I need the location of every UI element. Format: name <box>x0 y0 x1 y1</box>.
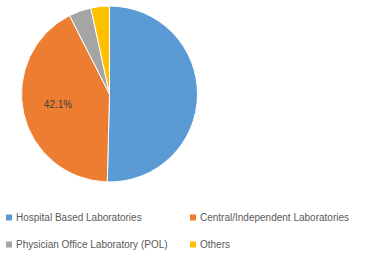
chart: 42.1% Hospital Based Laboratories Central/… <box>0 0 369 257</box>
legend-swatch <box>6 215 12 221</box>
legend-swatch <box>6 242 12 248</box>
legend-label: Central/Independent Laboratories <box>200 212 349 223</box>
pie <box>21 6 197 182</box>
legend-item: Physician Office Laboratory (POL) <box>6 239 168 250</box>
legend-item: Central/Independent Laboratories <box>190 212 349 223</box>
data-labels: 42.1% <box>44 99 72 110</box>
pie-slice <box>107 6 197 182</box>
legend-swatch <box>190 215 196 221</box>
pie-slice <box>91 6 110 94</box>
legend: Hospital Based Laboratories Central/Indep… <box>6 212 349 250</box>
legend-item: Others <box>190 239 230 250</box>
legend-label: Others <box>200 239 230 250</box>
legend-label: Hospital Based Laboratories <box>16 212 142 223</box>
legend-item: Hospital Based Laboratories <box>6 212 142 223</box>
legend-label: Physician Office Laboratory (POL) <box>16 239 168 250</box>
data-label: 42.1% <box>44 99 72 110</box>
legend-swatch <box>190 242 196 248</box>
